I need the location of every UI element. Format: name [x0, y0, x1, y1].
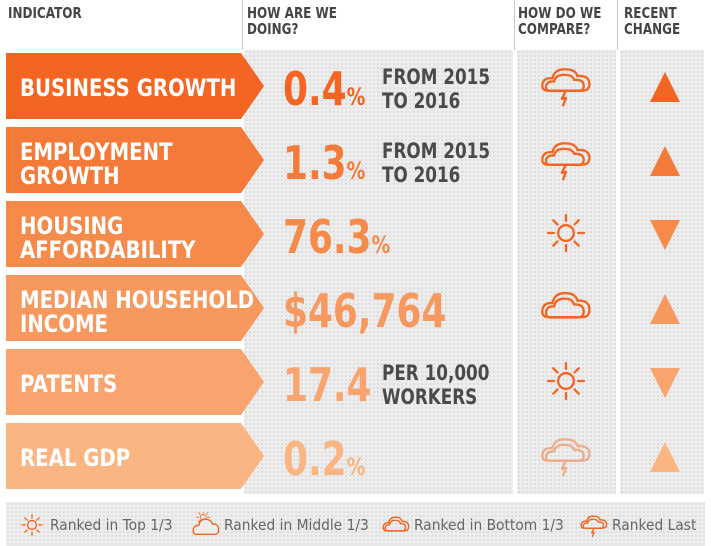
indicator-banner	[6, 127, 264, 193]
header-divider	[242, 0, 243, 50]
header-recent-change-line2: CHANGE	[624, 20, 681, 38]
indicator-banner	[6, 201, 264, 267]
indicator-value: 76.3%	[283, 214, 390, 268]
header-how-doing-line2: DOING?	[247, 20, 299, 38]
header-recent-change-line1: RECENT	[624, 4, 677, 22]
indicator-value: 0.4%	[283, 66, 365, 120]
indicator-note: FROM 2015	[382, 139, 491, 163]
indicator-value-number: 0.2	[283, 432, 347, 486]
indicator-value-unit: %	[346, 157, 366, 185]
header-how-doing: HOW ARE WE DOING?	[247, 5, 337, 37]
indicator-banner	[6, 349, 264, 415]
indicator-label: PATENTS	[20, 370, 118, 398]
table-row: PATENTS 17.4 PER 10,000 WORKERS	[0, 346, 711, 416]
change-column-panel	[620, 50, 704, 494]
indicator-note: FROM 2015	[382, 65, 491, 89]
compare-column-panel	[517, 50, 616, 494]
indicator-label: REAL GDP	[20, 444, 131, 472]
indicator-note: TO 2016	[382, 163, 461, 187]
arrow-up-icon	[648, 144, 682, 178]
legend-label: Ranked in Bottom 1/3	[414, 516, 564, 534]
ranked-last-icon	[540, 62, 596, 112]
indicator-value-number: 76.3	[283, 210, 372, 264]
arrow-down-icon	[648, 218, 682, 252]
header-how-doing-line1: HOW ARE WE	[247, 4, 337, 22]
header-how-compare-line1: HOW DO WE	[518, 4, 602, 22]
indicator-value: 17.4	[283, 362, 372, 408]
ranked-bottom-third-icon	[540, 284, 596, 334]
legend: Ranked in Top 1/3 Ranked in Middle 1/3 R…	[6, 502, 705, 546]
arrow-up-icon	[648, 70, 682, 104]
ranked-top-third-icon	[540, 358, 596, 408]
indicator-banner	[6, 53, 264, 119]
indicator-label: EMPLOYMENT	[20, 138, 173, 166]
header-divider	[514, 0, 515, 50]
indicator-value-unit: %	[371, 231, 391, 259]
indicator-label: MEDIAN HOUSEHOLD	[20, 286, 255, 314]
indicator-value-number: 0.4	[283, 62, 347, 116]
table-row: BUSINESS GROWTH 0.4% FROM 2015 TO 2016	[0, 50, 711, 120]
arrow-down-icon	[648, 366, 682, 400]
header-how-compare: HOW DO WE COMPARE?	[518, 5, 601, 37]
header-divider	[617, 0, 618, 50]
table-row: HOUSING AFFORDABILITY 76.3%	[0, 198, 711, 268]
indicator-value-unit: %	[346, 453, 366, 481]
value-column-panel	[244, 50, 513, 494]
legend-label: Ranked in Top 1/3	[50, 516, 173, 534]
ranked-last-icon	[540, 432, 596, 482]
indicator-value: 1.3%	[283, 140, 365, 194]
indicator-label: GROWTH	[20, 162, 120, 190]
indicator-value-unit: %	[346, 83, 366, 111]
indicator-value-number: 17.4	[283, 358, 372, 412]
legend-label: Ranked in Middle 1/3	[224, 516, 369, 534]
indicator-value: $46,764	[283, 288, 446, 334]
arrow-up-icon	[648, 292, 682, 326]
table-row: EMPLOYMENT GROWTH 1.3% FROM 2015 TO 2016	[0, 124, 711, 194]
indicator-label: HOUSING	[20, 212, 124, 240]
indicator-value-number: $46,764	[283, 284, 447, 338]
ranked-top-third-icon	[540, 210, 596, 260]
header-recent-change: RECENT CHANGE	[624, 5, 680, 37]
header-how-compare-line2: COMPARE?	[518, 20, 591, 38]
header-indicator: INDICATOR	[8, 5, 82, 21]
ranked-last-icon	[540, 136, 596, 186]
table-row: MEDIAN HOUSEHOLD INCOME $46,764	[0, 272, 711, 342]
indicator-note: TO 2016	[382, 89, 461, 113]
indicator-label: AFFORDABILITY	[20, 236, 196, 264]
indicator-value-number: 1.3	[283, 136, 347, 190]
indicator-note: WORKERS	[382, 385, 478, 409]
indicator-note: PER 10,000	[382, 361, 490, 385]
indicator-value: 0.2%	[283, 436, 365, 490]
legend-label: Ranked Last	[612, 516, 697, 534]
indicator-label: BUSINESS GROWTH	[20, 74, 237, 102]
arrow-up-icon	[648, 440, 682, 474]
indicator-banner	[6, 275, 264, 341]
header-indicator-text: INDICATOR	[8, 4, 82, 22]
indicator-label: INCOME	[20, 310, 108, 338]
table-row: REAL GDP 0.2%	[0, 420, 711, 490]
indicator-banner	[6, 423, 264, 489]
